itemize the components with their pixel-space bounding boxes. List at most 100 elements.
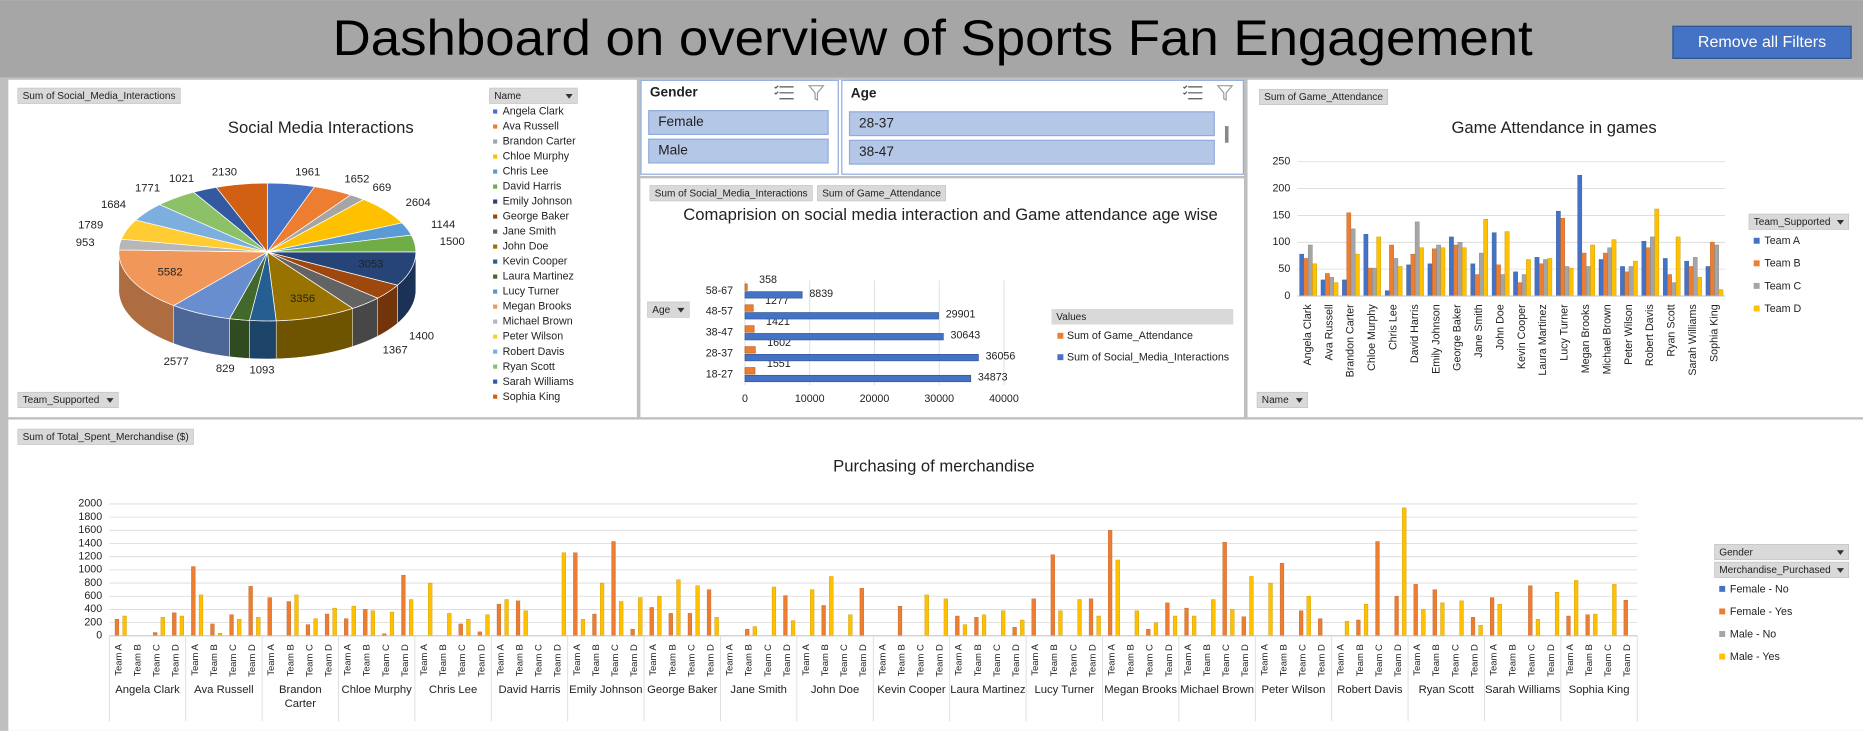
group-label: Brandon Carter	[278, 683, 322, 711]
dropdown-arrow	[1836, 550, 1844, 556]
clear-filter-icon[interactable]	[807, 85, 825, 101]
data-label: 1144	[431, 219, 455, 231]
bar	[744, 312, 939, 320]
bar	[496, 603, 502, 636]
bar	[1115, 559, 1120, 636]
legend-title: Values	[1056, 312, 1086, 323]
slicer-item-label[interactable]: Female	[658, 114, 704, 129]
legend-label: Michael Brown	[503, 316, 573, 328]
x-tick-label: Team A	[1259, 643, 1270, 675]
icon[interactable]	[774, 85, 794, 100]
y-tick-label: 600	[84, 590, 102, 602]
bar	[1012, 627, 1017, 636]
bar	[1496, 264, 1501, 297]
field-button: Team_Supported	[17, 391, 119, 408]
bar	[1414, 221, 1420, 297]
pie-slice	[267, 222, 412, 253]
bar	[1497, 603, 1502, 636]
bar	[1058, 610, 1063, 636]
x-tick-label: Team B	[1508, 644, 1519, 676]
legend-label: David Harris	[503, 181, 562, 193]
legend-swatch	[1753, 260, 1760, 267]
bar	[1031, 598, 1036, 636]
slicer-item[interactable]	[848, 139, 1215, 165]
group-label: Chloe Murphy	[341, 683, 412, 697]
field-button-label: Sum of Social_Media_Interactions	[655, 188, 808, 199]
bar	[829, 576, 834, 636]
group-label: Jane Smith	[730, 683, 787, 697]
multi-select-icon[interactable]	[774, 85, 794, 100]
bar	[305, 624, 311, 636]
bar	[1307, 244, 1313, 297]
group-label: Kevin Cooper	[877, 683, 946, 697]
bar	[179, 615, 184, 636]
group-label: Angela Clark	[115, 683, 180, 697]
bar	[1346, 212, 1352, 297]
legend-label: Angela Clark	[503, 106, 565, 118]
bar	[1564, 266, 1570, 297]
data-label: 1771	[135, 183, 160, 195]
bar	[955, 615, 960, 636]
slicer-item-label[interactable]: 28-37	[859, 115, 894, 130]
x-tick-label: Team D	[1011, 644, 1022, 677]
legend-label: Laura Martinez	[503, 271, 574, 283]
bar	[1344, 621, 1350, 636]
bar	[1406, 264, 1411, 297]
bar	[714, 617, 719, 636]
slicer-item[interactable]	[648, 110, 829, 136]
x-tick-label: Team B	[285, 644, 296, 676]
bar	[1628, 266, 1634, 297]
bar	[744, 354, 979, 362]
data-label: 829	[216, 363, 235, 375]
slicer-item[interactable]	[648, 138, 829, 164]
x-tick-label: Team D	[858, 644, 869, 677]
bar	[810, 589, 815, 636]
field-button-bg	[647, 301, 690, 318]
x-tick-label: Team A	[1489, 643, 1500, 675]
field-button: Sum of Game_Attendance	[1259, 88, 1389, 106]
scrollbar-thumb[interactable]	[1224, 126, 1229, 143]
x-tick-label: Team A	[801, 643, 812, 675]
x-tick-label: 30000	[924, 393, 954, 405]
remove-filters-button[interactable]	[1672, 25, 1852, 59]
legend-label: Megan Brooks	[503, 301, 572, 313]
clear-filter-icon[interactable]	[1216, 85, 1234, 101]
bar	[153, 632, 158, 636]
bar	[1268, 582, 1273, 636]
group-label-box: Angela Clark	[115, 683, 180, 697]
legend-swatch	[493, 154, 498, 159]
group-label: Laura Martinez	[950, 683, 1026, 697]
pie-slice-side	[229, 318, 250, 359]
bar	[1279, 563, 1285, 636]
x-tick-label: 40000	[989, 393, 1019, 405]
y-tick-label: 800	[84, 577, 102, 589]
y-tick-label: 28-37	[706, 348, 733, 360]
pie-slice	[158, 191, 268, 253]
bar	[1320, 279, 1326, 297]
bar	[1470, 263, 1476, 297]
x-tick-label: Laura Martinez	[1537, 304, 1549, 375]
legend-swatch	[493, 169, 498, 174]
x-tick-label: Team B	[820, 644, 831, 676]
bar	[744, 367, 756, 375]
bar	[1490, 597, 1495, 636]
bar	[1667, 274, 1672, 297]
legend-label: Kevin Cooper	[503, 256, 568, 268]
bar	[1593, 613, 1598, 636]
bar	[1020, 619, 1025, 636]
remove-filters-label[interactable]: Remove all Filters	[1698, 33, 1826, 51]
bar	[1603, 252, 1608, 297]
slicer-item-label[interactable]: 38-47	[859, 144, 894, 159]
legend-swatch	[1719, 585, 1726, 592]
bar	[897, 605, 903, 636]
x-tick-label: Team A	[954, 643, 965, 675]
bar	[1645, 247, 1651, 297]
legend-swatch	[493, 379, 498, 384]
slicer-item-label[interactable]: Male	[658, 143, 688, 158]
chart-title: Game Attendance in games	[1451, 118, 1656, 137]
y-tick-label: 0	[1284, 290, 1290, 302]
bar	[1303, 258, 1309, 297]
slicer-item[interactable]	[848, 111, 1215, 137]
x-tick-label: Team B	[1431, 644, 1442, 676]
multi-select-icon[interactable]	[1182, 85, 1203, 100]
